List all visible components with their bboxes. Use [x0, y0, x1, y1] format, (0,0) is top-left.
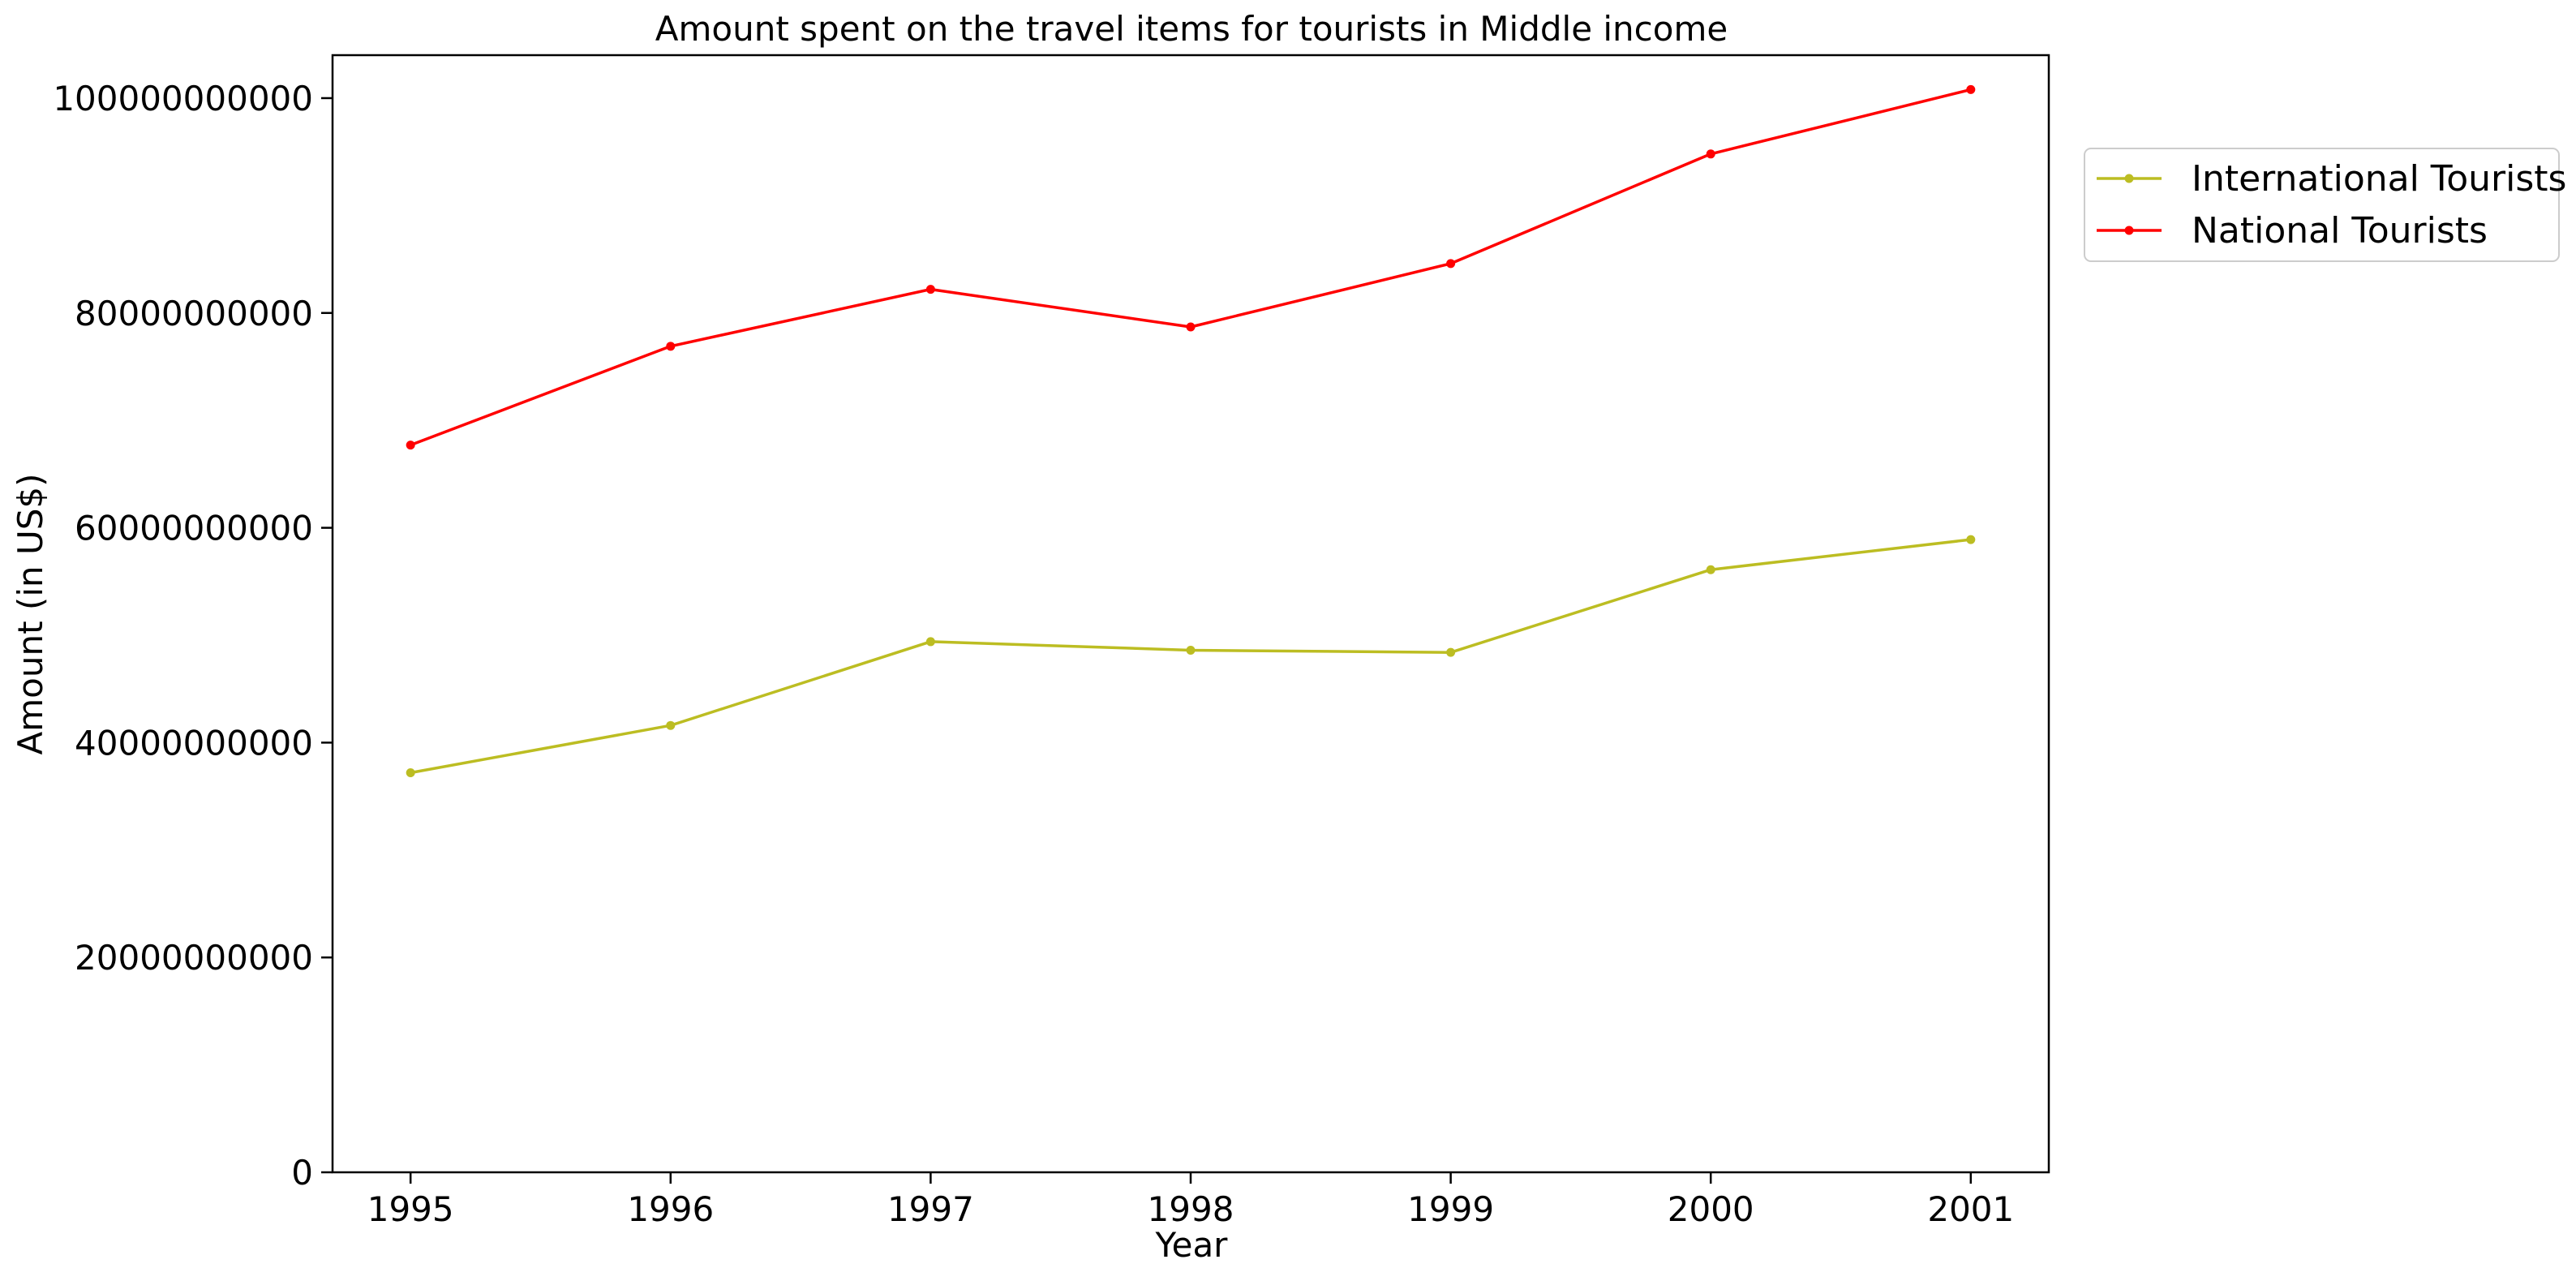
data-point: [1446, 647, 1456, 657]
y-tick-label: 100000000000: [53, 79, 313, 118]
plot-frame: [331, 54, 2050, 1174]
y-tick-label: 40000000000: [75, 723, 313, 763]
legend-label: National Tourists: [2192, 210, 2488, 251]
data-point: [1706, 149, 1715, 159]
x-axis: 1995 1996 1997 1998 1999 2000 2001: [367, 1172, 2014, 1229]
data-point: [406, 767, 415, 777]
chart-title: Amount spent on the travel items for tou…: [655, 9, 1728, 49]
series-international-tourists: [406, 535, 1976, 777]
data-point: [666, 342, 676, 351]
data-point: [1186, 322, 1196, 332]
data-point: [925, 637, 935, 647]
legend-marker-icon: [2124, 174, 2134, 183]
x-tick-label: 1998: [1148, 1189, 1234, 1229]
x-axis-label: Year: [1155, 1225, 1229, 1265]
y-tick-label: 20000000000: [75, 938, 313, 978]
x-tick-label: 2001: [1927, 1189, 2014, 1229]
x-tick-label: 1999: [1407, 1189, 1494, 1229]
y-axis: 0 20000000000 40000000000 60000000000 800000…: [53, 79, 333, 1193]
series-layer: [406, 84, 1976, 777]
y-tick-label: 0: [291, 1153, 313, 1193]
data-point: [925, 285, 935, 294]
data-point: [666, 720, 676, 730]
x-tick-label: 1995: [367, 1189, 454, 1229]
x-tick-label: 1996: [627, 1189, 714, 1229]
legend-entry: National Tourists: [2097, 210, 2488, 251]
data-point: [1966, 84, 1976, 94]
plot-area: [331, 54, 2050, 1174]
series-line: [410, 538, 1972, 775]
legend-label: International Tourists: [2192, 158, 2566, 200]
y-tick-label: 80000000000: [75, 294, 313, 333]
legend-marker-icon: [2124, 226, 2134, 235]
data-point: [1446, 259, 1456, 269]
y-axis-label: Amount (in US$): [11, 474, 50, 755]
x-tick-label: 1997: [887, 1189, 974, 1229]
data-point: [1966, 535, 1976, 544]
data-point: [1706, 565, 1715, 574]
legend-entry: International Tourists: [2097, 158, 2566, 200]
data-point: [406, 441, 415, 450]
legend-box: [2084, 148, 2560, 262]
series-national-tourists: [406, 84, 1976, 450]
data-point: [1186, 646, 1196, 656]
legend: International Tourists National Tourists: [2084, 148, 2566, 262]
y-tick-label: 60000000000: [75, 509, 313, 548]
series-line: [410, 88, 1972, 447]
x-tick-label: 2000: [1668, 1189, 1754, 1229]
